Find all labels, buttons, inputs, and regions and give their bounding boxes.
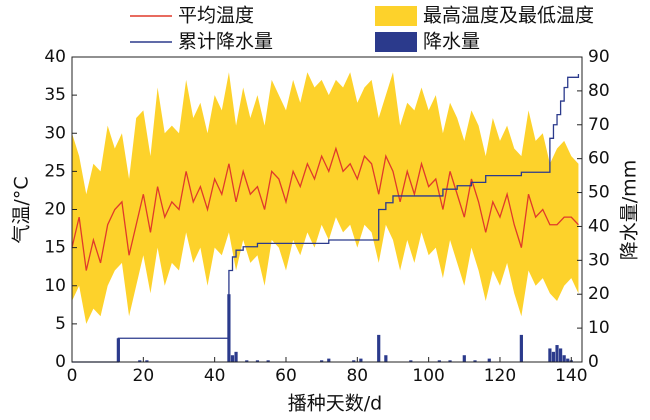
- x-tick-label: 100: [412, 366, 444, 386]
- precipitation-bar: [462, 355, 466, 362]
- precipitation-bar: [230, 355, 235, 362]
- precipitation-bar: [562, 355, 566, 362]
- precipitation-bar: [234, 351, 238, 362]
- y-axis-label: 气温/°C: [11, 176, 33, 243]
- precipitation-bar: [327, 358, 331, 362]
- y2-tick-label: 80: [588, 81, 610, 101]
- y2-tick-label: 40: [588, 216, 610, 236]
- legend-swatch: [375, 32, 417, 52]
- precipitation-bar: [245, 360, 249, 362]
- temperature-range-area: [72, 72, 579, 324]
- precipitation-bar: [548, 348, 552, 362]
- mean-temperature-line: [71, 146, 579, 271]
- precipitation-bar: [255, 360, 260, 362]
- legend-label: 降水量: [423, 31, 480, 53]
- y-tick-label: 40: [44, 47, 66, 67]
- cumulative-precipitation-line: [72, 73, 580, 363]
- precipitation-bar: [384, 355, 388, 362]
- x-tick-label: 140: [555, 366, 587, 386]
- precipitation-bar: [487, 358, 491, 362]
- precipitation-bar: [566, 358, 570, 362]
- y-tick-label: 15: [44, 238, 66, 258]
- precipitation-bar: [437, 360, 441, 362]
- precipitation-bar: [519, 334, 523, 362]
- y2-tick-label: 50: [588, 183, 610, 203]
- precipitation-bar: [409, 360, 413, 362]
- x-tick-label: 60: [275, 366, 297, 386]
- precipitation-bar: [320, 360, 324, 362]
- legend-label: 最高温度及最低温度: [423, 5, 594, 27]
- y2-tick-label: 70: [588, 115, 610, 135]
- y-tick-label: 25: [44, 161, 66, 181]
- y-tick-label: 30: [44, 123, 66, 143]
- legend-label: 累计降水量: [178, 31, 273, 53]
- precipitation-bar: [448, 360, 452, 362]
- y-tick-label: 35: [44, 85, 66, 105]
- precipitation-bar: [352, 360, 356, 362]
- precipitation-bar: [551, 351, 556, 362]
- x-tick-label: 80: [346, 366, 368, 386]
- y2-tick-label: 30: [588, 250, 610, 270]
- y2-tick-label: 0: [588, 352, 599, 372]
- precipitation-bar: [359, 358, 363, 362]
- x-tick-label: 120: [484, 366, 516, 386]
- precipitation-bar: [145, 360, 149, 362]
- y2-tick-label: 60: [588, 149, 610, 169]
- precipitation-bar: [266, 360, 270, 362]
- x-tick-label: 0: [67, 366, 78, 386]
- y-tick-label: 20: [44, 200, 66, 220]
- x-tick-label: 20: [133, 366, 155, 386]
- y2-tick-label: 10: [588, 318, 610, 338]
- legend-label: 平均温度: [178, 5, 254, 27]
- y2-tick-label: 90: [588, 47, 610, 67]
- y-tick-label: 5: [55, 314, 66, 334]
- y-tick-label: 10: [44, 276, 66, 296]
- y2-axis-label: 降水量/mm: [619, 160, 641, 260]
- precipitation-bar: [138, 360, 142, 362]
- y-tick-label: 0: [55, 352, 66, 372]
- precipitation-bar: [559, 348, 563, 362]
- precipitation-bar: [473, 360, 477, 362]
- precipitation-bar: [555, 345, 559, 362]
- x-axis-label: 播种天数/d: [288, 393, 382, 415]
- precipitation-bar: [377, 334, 381, 362]
- x-tick-label: 40: [204, 366, 226, 386]
- legend-swatch: [375, 6, 417, 26]
- y2-tick-label: 20: [588, 284, 610, 304]
